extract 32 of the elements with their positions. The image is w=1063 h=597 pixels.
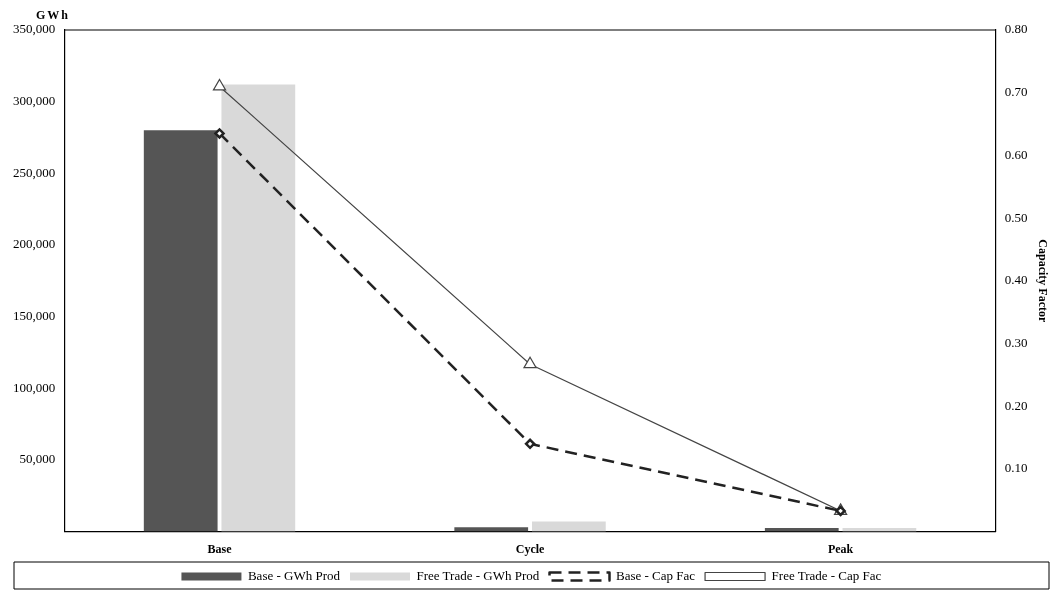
y-axis-title: GWh [36, 8, 71, 23]
y-tick-label: 350,000 [13, 21, 56, 37]
point [214, 128, 225, 139]
y2-tick-label: 0.10 [1004, 460, 1028, 476]
bar [531, 521, 606, 532]
point [524, 438, 536, 450]
point [523, 356, 537, 369]
y2-tick-label: 0.60 [1004, 146, 1028, 162]
y-tick-label: 50,000 [19, 451, 56, 467]
bar [454, 527, 529, 532]
point [212, 78, 227, 91]
legend-label: Free Trade - GWh Prod [416, 567, 540, 583]
x-tick-label: Cycle [515, 541, 546, 556]
y2-axis-title: Capacity Factor [1035, 239, 1050, 323]
bar [143, 130, 218, 532]
y-tick-label: 150,000 [13, 308, 56, 324]
y2-tick-label: 0.40 [1004, 272, 1028, 288]
y-tick-label: 100,000 [13, 379, 56, 395]
y2-tick-label: 0.30 [1004, 334, 1028, 350]
y-tick-label: 300,000 [13, 93, 56, 109]
y2-tick-label: 0.70 [1004, 84, 1028, 100]
legend-label: Base - Cap Fac [616, 567, 696, 583]
y-tick-label: 200,000 [13, 236, 56, 252]
bar [221, 84, 296, 532]
y2-tick-label: 0.20 [1004, 397, 1028, 413]
y2-tick-label: 0.50 [1004, 209, 1028, 225]
x-tick-label: Peak [827, 541, 854, 556]
legend-label: Base - GWh Prod [247, 567, 341, 583]
legend-label: Free Trade - Cap Fac [771, 567, 882, 583]
x-tick-label: Base [207, 541, 233, 556]
y-tick-label: 250,000 [13, 164, 56, 180]
y2-tick-label: 0.80 [1004, 21, 1028, 37]
